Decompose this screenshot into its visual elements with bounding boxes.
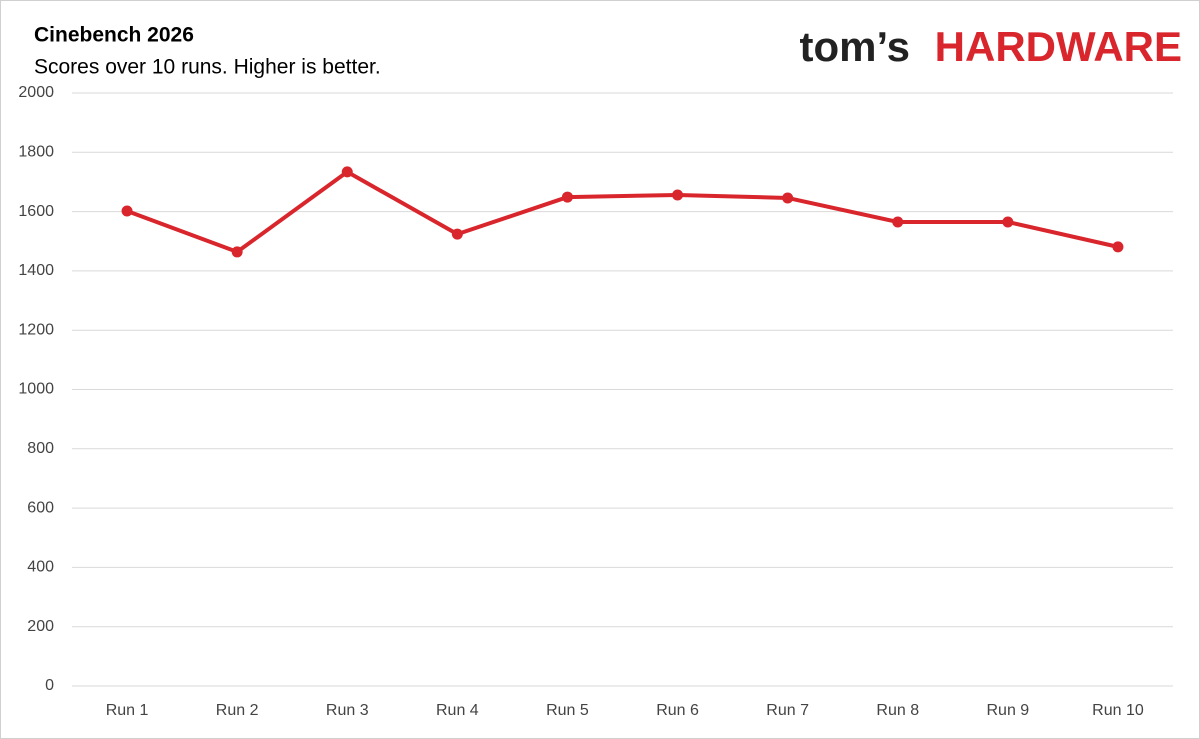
chart-subtitle: Scores over 10 runs. Higher is better. [34,56,381,79]
y-tick-label: 1600 [18,203,54,220]
x-tick-label: Run 6 [656,702,699,719]
data-point [782,192,794,204]
y-tick-label: 600 [27,499,54,516]
y-tick-label: 800 [27,440,54,457]
data-point [121,205,133,217]
y-tick-label: 1400 [18,262,54,279]
data-point [341,166,353,178]
y-tick-label: 0 [45,677,54,694]
x-tick-label: Run 10 [1092,702,1144,719]
data-point [561,191,573,203]
y-tick-label: 1000 [18,381,54,398]
x-tick-label: Run 8 [876,702,919,719]
data-point [1002,216,1014,228]
y-tick-label: 1800 [18,144,54,161]
x-tick-label: Run 1 [106,702,149,719]
y-tick-label: 400 [27,559,54,576]
data-point [451,228,463,240]
series-line [126,169,1119,254]
y-tick-label: 1200 [18,321,54,338]
data-point [892,216,904,228]
y-tick-label: 200 [27,618,54,635]
x-tick-label: Run 3 [326,702,369,719]
x-tick-label: Run 9 [986,702,1029,719]
x-tick-label: Run 7 [766,702,809,719]
data-point [1112,241,1124,253]
x-tick-label: Run 4 [436,702,479,719]
chart-title: Cinebench 2026 [34,24,194,47]
logo-prefix: tom’s [800,23,910,70]
data-point [672,189,684,201]
x-tick-label: Run 2 [216,702,259,719]
logo-brand: HARDWARE [935,23,1182,70]
data-point [231,246,243,258]
x-tick-label: Run 5 [546,702,589,719]
y-tick-label: 2000 [18,84,54,101]
